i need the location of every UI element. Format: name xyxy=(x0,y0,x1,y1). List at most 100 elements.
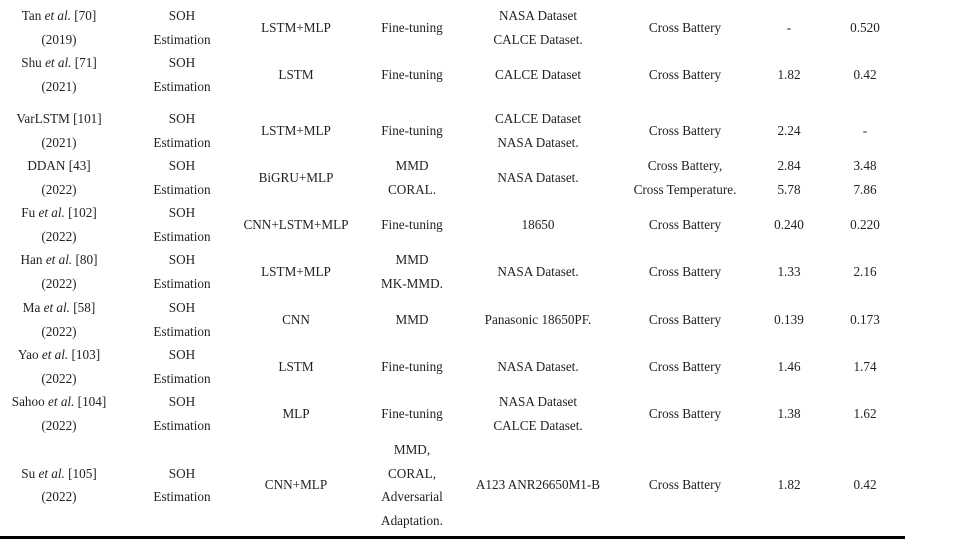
model-cell: CNN+LSTM+MLP xyxy=(236,201,356,248)
scenario-cell: Cross Battery xyxy=(610,4,760,51)
task-cell: SOH Estimation xyxy=(122,51,242,98)
citation-number: [71] xyxy=(71,55,97,70)
metric-1-cell-line: - xyxy=(786,19,792,35)
task-cell-line: SOH xyxy=(168,158,196,173)
task-cell: SOH Estimation xyxy=(122,201,242,248)
task-cell: SOH Estimation xyxy=(122,248,242,295)
metric-1-cell-line: 2.84 xyxy=(777,158,801,173)
transfer-method-cell-line: Adaptation. xyxy=(381,512,443,528)
et-al-text: et al. xyxy=(38,465,65,481)
citation-number: [102] xyxy=(64,205,97,220)
reference-year: (2022) xyxy=(41,181,77,197)
author-name: Su xyxy=(21,465,39,481)
dataset-cell-line: CALCE Dataset. xyxy=(493,417,583,433)
reference-name: Yao et al. [103] xyxy=(18,343,100,367)
et-al-text: et al. xyxy=(38,205,65,220)
reference-name: DDAN [43] xyxy=(27,158,91,173)
task-cell-line: SOH xyxy=(168,465,196,481)
reference-cell: Su et al. [105] (2022) xyxy=(0,438,118,532)
metric-2-cell-line: 1.74 xyxy=(853,358,877,374)
transfer-method-cell: Fine-tuning xyxy=(352,390,472,437)
metric-2-cell-line: 0.42 xyxy=(853,66,877,82)
task-cell: SOH Estimation xyxy=(122,343,242,390)
metric-2-cell-line: 0.42 xyxy=(853,477,877,493)
table-row: DDAN [43] (2022) SOH Estimation BiGRU+MLP MMD… xyxy=(0,154,978,201)
task-cell-line: SOH xyxy=(168,205,196,220)
model-cell-line: CNN+MLP xyxy=(264,477,328,493)
metric-1-cell: 0.240 xyxy=(744,201,834,248)
metric-1-cell: 2.84 5.78 xyxy=(744,154,834,201)
dataset-cell: NASA Dataset. xyxy=(458,343,618,390)
metric-1-cell: 1.46 xyxy=(744,343,834,390)
task-cell-line: Estimation xyxy=(153,323,211,339)
task-cell-line: SOH xyxy=(168,394,196,409)
metric-1-cell-line: 1.82 xyxy=(777,477,801,493)
et-al-text: et al. xyxy=(48,394,75,409)
transfer-method-cell-line: MK-MMD. xyxy=(381,275,443,291)
task-cell-line: Estimation xyxy=(153,134,211,150)
transfer-method-cell: MMD, CORAL, Adversarial Adaptation. xyxy=(352,438,472,532)
transfer-method-cell-line: CORAL, xyxy=(388,465,436,481)
reference-name: Shu et al. [71] xyxy=(21,51,96,75)
transfer-method-cell-line: MMD xyxy=(395,311,429,327)
metric-2-cell-line: 0.520 xyxy=(850,19,880,35)
transfer-method-cell-line: CORAL. xyxy=(388,181,436,197)
reference-cell: Yao et al. [103] (2022) xyxy=(0,343,118,390)
author-name: Sahoo xyxy=(11,394,48,409)
metric-2-cell: - xyxy=(820,107,910,154)
metric-2-cell: 0.220 xyxy=(820,201,910,248)
metric-2-cell: 0.42 xyxy=(820,438,910,532)
task-cell: SOH Estimation xyxy=(122,390,242,437)
reference-year: (2021) xyxy=(41,78,77,94)
author-name: Ma xyxy=(22,300,44,315)
transfer-method-cell: Fine-tuning xyxy=(352,343,472,390)
metric-1-cell: 0.139 xyxy=(744,296,834,343)
transfer-method-cell: MMD xyxy=(352,296,472,343)
metric-2-cell: 0.520 xyxy=(820,4,910,51)
metric-2-cell: 3.48 7.86 xyxy=(820,154,910,201)
reference-year: (2022) xyxy=(41,370,77,386)
reference-name: VarLSTM [101] xyxy=(16,111,102,126)
model-cell: LSTM xyxy=(236,51,356,98)
reference-cell: Sahoo et al. [104] (2022) xyxy=(0,390,118,437)
model-cell-line: LSTM+MLP xyxy=(261,19,331,35)
dataset-cell-line: NASA Dataset. xyxy=(497,169,579,185)
table-row: Yao et al. [103] (2022) SOH Estimation LSTM F… xyxy=(0,343,978,390)
model-cell-line: BiGRU+MLP xyxy=(258,169,334,185)
task-cell-line: SOH xyxy=(168,8,196,23)
task-cell-line: SOH xyxy=(168,347,196,362)
reference-cell: Tan et al. [70] (2019) xyxy=(0,4,118,51)
dataset-cell: NASA Dataset CALCE Dataset. xyxy=(458,4,618,51)
et-al-text: et al. xyxy=(44,8,71,23)
metric-1-cell: 1.33 xyxy=(744,248,834,295)
metric-1-cell: 2.24 xyxy=(744,107,834,154)
dataset-cell-line: NASA Dataset xyxy=(498,394,578,409)
reference-name: Ma et al. [58] xyxy=(23,296,96,320)
scenario-cell: Cross Battery, Cross Temperature. xyxy=(610,154,760,201)
reference-year: (2022) xyxy=(41,489,77,504)
transfer-method-cell: Fine-tuning xyxy=(352,4,472,51)
transfer-method-cell-line: Adversarial xyxy=(381,489,443,504)
author-name: Tan xyxy=(21,8,45,23)
dataset-cell-line: NASA Dataset. xyxy=(497,358,579,374)
metric-1-cell-line: 1.46 xyxy=(777,358,801,374)
task-cell-line: Estimation xyxy=(153,181,211,197)
metric-1-cell-line: 1.33 xyxy=(777,263,801,279)
scenario-cell-line: Cross Battery xyxy=(648,19,722,35)
metric-2-cell: 0.173 xyxy=(820,296,910,343)
transfer-method-cell-line: Fine-tuning xyxy=(381,122,443,138)
metric-2-cell-line: 0.220 xyxy=(850,216,880,232)
table-row: Ma et al. [58] (2022) SOH Estimation CNN MMD P… xyxy=(0,296,978,343)
metric-1-cell-line: 1.82 xyxy=(777,66,801,82)
transfer-method-cell-line: Fine-tuning xyxy=(381,358,443,374)
reference-name: Han et al. [80] xyxy=(21,248,98,272)
table-row: Tan et al. [70] (2019) SOH Estimation LSTM+M… xyxy=(0,4,978,51)
transfer-method-cell: Fine-tuning xyxy=(352,201,472,248)
metric-1-cell: 1.82 xyxy=(744,438,834,532)
scenario-cell-line: Cross Battery xyxy=(648,216,722,232)
task-cell-line: Estimation xyxy=(153,489,211,504)
table-bottom-rule xyxy=(0,536,905,539)
et-al-text: et al. xyxy=(45,252,73,267)
dataset-cell-line: Panasonic 18650PF. xyxy=(484,311,592,327)
metric-2-cell: 1.74 xyxy=(820,343,910,390)
